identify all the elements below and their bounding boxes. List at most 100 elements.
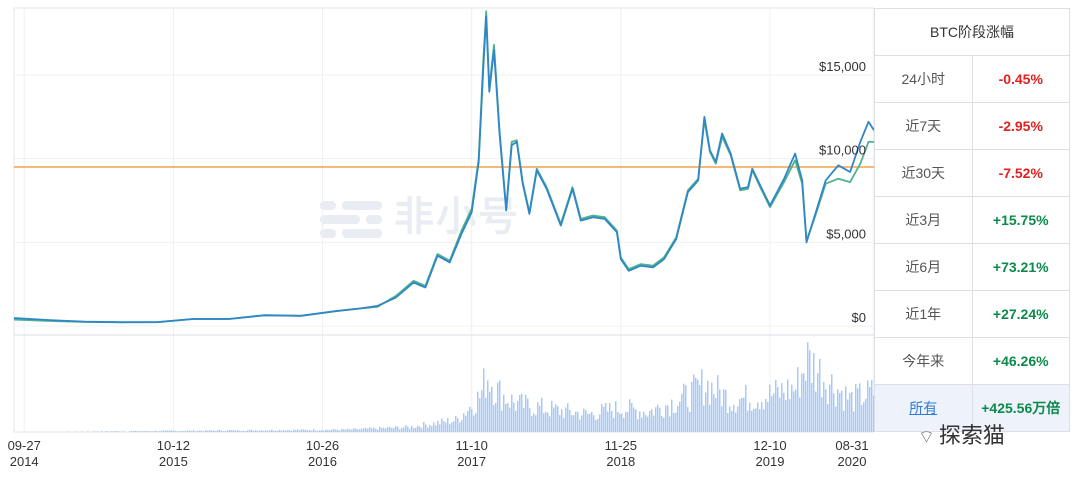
volume-bar — [427, 427, 429, 432]
volume-bar — [655, 407, 657, 432]
volume-bar — [499, 380, 501, 432]
period-change-value: +73.21% — [971, 243, 1070, 291]
btc-period-change-table: BTC阶段涨幅 24小时 -0.45% 近7天 -2.95% 近30天 -7.52% 近3月… — [874, 8, 1070, 432]
volume-bar — [281, 430, 283, 432]
volume-bar — [227, 430, 229, 432]
watermark-text: 非小号 — [394, 195, 520, 239]
volume-bar — [231, 430, 233, 432]
volume-bar — [541, 397, 543, 432]
volume-bar — [497, 382, 499, 432]
volume-bar — [417, 425, 419, 432]
volume-bar — [819, 358, 821, 432]
volume-bar — [455, 415, 457, 432]
volume-bar — [669, 416, 671, 432]
volume-bar — [825, 389, 827, 432]
period-label[interactable]: 所有 — [874, 384, 973, 432]
volume-bar — [545, 411, 547, 432]
volume-bar — [673, 412, 675, 432]
volume-bar — [745, 384, 747, 432]
volume-bar — [317, 430, 319, 432]
volume-bar — [439, 424, 441, 432]
volume-bar — [275, 430, 277, 432]
volume-bar — [733, 404, 735, 432]
volume-bar — [633, 407, 635, 432]
x-tick-date: 11-10 — [456, 438, 488, 453]
volume-bar — [523, 408, 525, 432]
volume-bar — [159, 431, 161, 432]
volume-bar — [365, 427, 367, 432]
volume-bar — [215, 431, 217, 432]
volume-bar — [397, 426, 399, 432]
volume-bar — [557, 406, 559, 432]
volume-bar — [217, 430, 219, 432]
volume-bar — [245, 431, 247, 432]
volume-bar — [657, 404, 659, 432]
volume-bar — [739, 399, 741, 432]
volume-bar — [571, 415, 573, 432]
volume-bar — [117, 431, 119, 432]
stats-row: 近6月 +73.21% — [874, 243, 1070, 291]
volume-bar — [565, 407, 567, 432]
stats-row: 24小时 -0.45% — [874, 55, 1070, 103]
volume-bar — [679, 401, 681, 432]
period-change-value: -7.52% — [971, 149, 1070, 197]
volume-bar — [509, 407, 511, 432]
volume-bar — [581, 415, 583, 432]
volume-bar — [725, 389, 727, 432]
volume-bar — [373, 427, 375, 432]
volume-bar — [447, 418, 449, 432]
volume-bar — [661, 416, 663, 432]
volume-bar — [787, 379, 789, 432]
volume-bar — [535, 415, 537, 432]
volume-bar — [775, 379, 777, 432]
volume-bar — [307, 430, 309, 432]
volume-bar — [609, 403, 611, 432]
volume-bar — [263, 430, 265, 432]
volume-bar — [287, 430, 289, 432]
volume-bar — [773, 393, 775, 432]
wechat-icon: ⌔ — [918, 427, 935, 447]
volume-bar — [353, 428, 355, 432]
volume-bar — [465, 415, 467, 432]
volume-bar — [553, 407, 555, 432]
volume-bar — [115, 431, 117, 432]
stats-row: 近3月 +15.75% — [874, 196, 1070, 244]
volume-bar — [659, 407, 661, 432]
volume-bar — [155, 430, 157, 432]
watermark-label: 探索猫 — [938, 423, 1005, 448]
volume-bar — [709, 404, 711, 432]
volume-bar — [267, 430, 269, 432]
volume-bar — [613, 417, 615, 432]
volume-bar — [327, 429, 329, 432]
volume-bar — [707, 380, 709, 432]
volume-bar — [587, 413, 589, 432]
volume-bar — [433, 422, 435, 432]
volume-bar — [165, 430, 167, 432]
volume-bar — [205, 430, 207, 432]
volume-bar — [451, 422, 453, 432]
x-tick-year: 2016 — [308, 454, 337, 469]
volume-bar — [677, 405, 679, 432]
volume-bar — [405, 425, 407, 432]
volume-bar — [539, 405, 541, 432]
volume-bar — [101, 431, 103, 432]
volume-bar — [801, 373, 803, 432]
volume-bar — [289, 430, 291, 432]
volume-bar — [849, 393, 851, 432]
volume-bar — [329, 429, 331, 432]
volume-bar — [785, 400, 787, 432]
volume-bar — [131, 431, 133, 432]
volume-bar — [737, 406, 739, 432]
plot-border — [13, 7, 874, 433]
volume-bar — [753, 408, 755, 432]
volume-bar — [81, 431, 83, 432]
volume-bar — [379, 426, 381, 432]
volume-bar — [805, 380, 807, 432]
volume-bar — [713, 394, 715, 432]
volume-bar — [143, 431, 145, 432]
y-tick-label: $5,000 — [826, 226, 866, 241]
volume-bar — [213, 430, 215, 432]
volume-bar — [701, 369, 703, 432]
volume-bar — [767, 402, 769, 432]
